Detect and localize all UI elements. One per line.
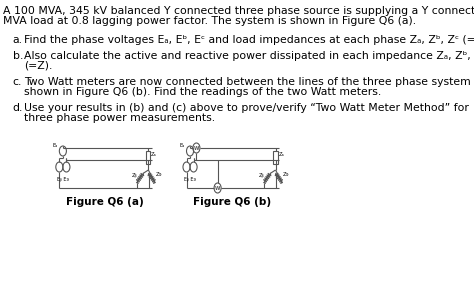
Text: Use your results in (b) and (c) above to prove/verify “Two Watt Meter Method” fo: Use your results in (b) and (c) above to…	[24, 103, 469, 113]
Text: Zₐ: Zₐ	[278, 152, 284, 157]
Text: Eᵦ Eꜿ: Eᵦ Eꜿ	[57, 177, 69, 182]
Text: A 100 MVA, 345 kV balanced Y connected three phase source is supplying a Y conne: A 100 MVA, 345 kV balanced Y connected t…	[3, 6, 474, 16]
Text: (=Z).: (=Z).	[24, 61, 53, 71]
Text: a.: a.	[13, 35, 23, 45]
Text: Eₐ: Eₐ	[180, 143, 185, 148]
Text: Two Watt meters are now connected between the lines of the three phase system as: Two Watt meters are now connected betwee…	[24, 77, 474, 87]
Text: W: W	[215, 185, 220, 191]
Text: Figure Q6 (a): Figure Q6 (a)	[66, 197, 144, 207]
Text: b.: b.	[13, 51, 23, 61]
Text: Find the phase voltages Eₐ, Eᵇ, Eᶜ and load impedances at each phase Zₐ, Zᵇ, Zᶜ : Find the phase voltages Eₐ, Eᵇ, Eᶜ and l…	[24, 35, 474, 45]
Text: Zꜿ: Zꜿ	[155, 173, 162, 178]
Text: Zᵦ: Zᵦ	[259, 173, 264, 178]
Text: three phase power measurements.: three phase power measurements.	[24, 113, 215, 123]
Text: Zꜿ: Zꜿ	[283, 173, 289, 178]
Text: W: W	[194, 145, 199, 150]
Text: d.: d.	[13, 103, 23, 113]
Text: Also calculate the active and reactive power dissipated in each impedance Zₐ, Zᵇ: Also calculate the active and reactive p…	[24, 51, 474, 61]
Text: shown in Figure Q6 (b). Find the readings of the two Watt meters.: shown in Figure Q6 (b). Find the reading…	[24, 87, 381, 97]
Text: MVA load at 0.8 lagging power factor. The system is shown in Figure Q6 (a).: MVA load at 0.8 lagging power factor. Th…	[3, 16, 416, 26]
Text: Figure Q6 (b): Figure Q6 (b)	[192, 197, 271, 207]
Bar	[273, 150, 278, 163]
Text: Eᵦ Eꜿ: Eᵦ Eꜿ	[184, 177, 196, 182]
Bar	[146, 150, 150, 163]
Text: Eₐ: Eₐ	[53, 143, 58, 148]
Text: c.: c.	[13, 77, 22, 87]
Text: Zᵦ: Zᵦ	[131, 173, 137, 178]
Text: Zₐ: Zₐ	[151, 152, 157, 157]
